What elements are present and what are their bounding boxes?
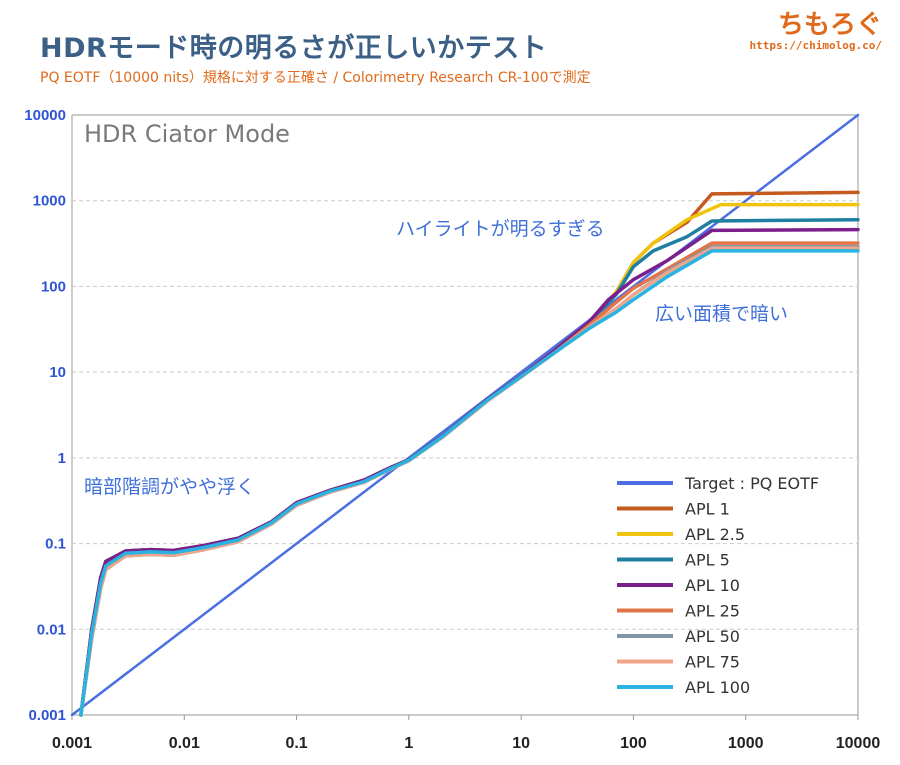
legend-label: APL 50	[685, 627, 740, 646]
site-logo: ちもろぐ	[777, 10, 882, 40]
page-title: HDRモード時の明るさが正しいかテスト	[40, 33, 548, 64]
site-url: https://chimolog.co/	[749, 39, 882, 52]
chart-title: HDR Ciator Mode	[84, 120, 290, 148]
x-tick-label: 100	[620, 735, 647, 752]
legend-label: Target : PQ EOTF	[684, 474, 819, 493]
page-subtitle: PQ EOTF（10000 nits）規格に対する正確さ / Colorimet…	[40, 70, 591, 86]
legend-label: APL 75	[685, 653, 740, 672]
y-tick-label: 0.01	[37, 621, 66, 638]
y-tick-label: 1000	[33, 193, 66, 210]
y-tick-label: 0.001	[28, 707, 66, 724]
legend-label: APL 100	[685, 678, 750, 697]
legend-label: APL 10	[685, 576, 740, 595]
y-tick-label: 10000	[24, 107, 66, 124]
series-line-apl100	[79, 249, 860, 717]
y-tick-label: 1	[58, 450, 66, 467]
x-tick-label: 1	[404, 735, 413, 752]
legend-label: APL 5	[685, 551, 730, 570]
y-tick-label: 0.1	[45, 536, 66, 553]
annotation-shadow: 暗部階調がやや浮く	[84, 472, 256, 499]
legend-label: APL 1	[685, 500, 730, 519]
x-tick-label: 0.1	[285, 735, 307, 752]
y-tick-label: 100	[41, 278, 66, 295]
series-line-target	[70, 113, 860, 717]
x-tick-label: 0.01	[169, 735, 200, 752]
legend-label: APL 2.5	[685, 525, 745, 544]
x-tick-label: 1000	[728, 735, 764, 752]
y-tick-label: 10	[49, 364, 66, 381]
annotation-highlight: ハイライトが明るすぎる	[396, 214, 605, 241]
x-tick-label: 0.001	[52, 735, 92, 752]
x-tick-label: 10	[512, 735, 530, 752]
legend-label: APL 25	[685, 602, 740, 621]
x-tick-label: 10000	[836, 735, 881, 752]
annotation-wide-area: 広い面積で暗い	[655, 299, 789, 326]
